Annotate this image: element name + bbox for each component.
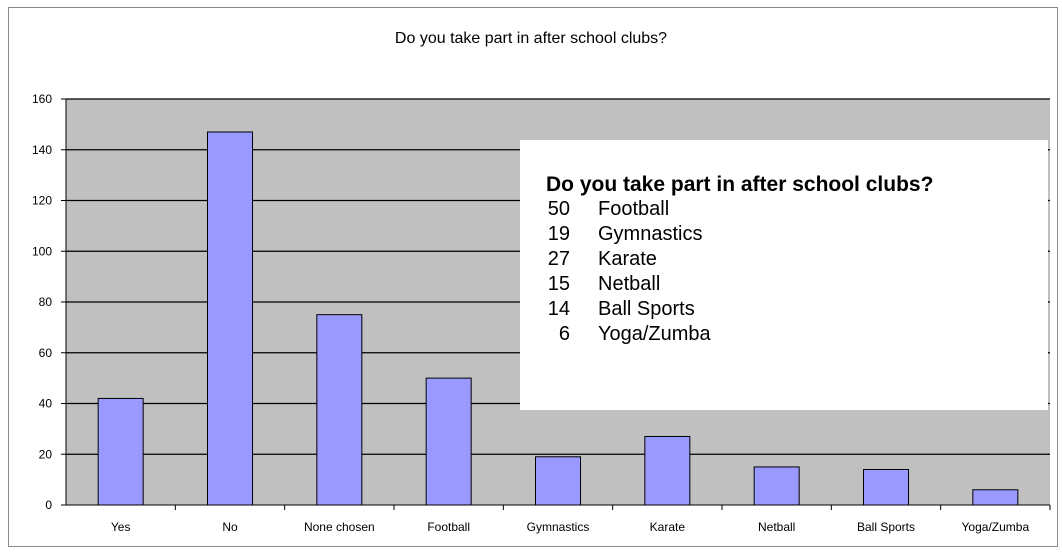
inset-row: 19 Gymnastics xyxy=(546,222,1048,247)
inset-count: 14 xyxy=(547,298,570,320)
inset-row: 27 Karate xyxy=(546,247,1048,272)
x-tick-label: Ball Sports xyxy=(857,520,915,534)
y-tick-label: 100 xyxy=(32,244,52,258)
y-tick-label: 120 xyxy=(32,194,52,208)
y-tick-label: 160 xyxy=(32,92,52,106)
x-tick-label: Football xyxy=(427,520,470,534)
x-tick-label: Yoga/Zumba xyxy=(962,520,1030,534)
bar xyxy=(97,397,144,506)
x-tick-label: Karate xyxy=(650,520,686,534)
inset-row: 14 Ball Sports xyxy=(546,297,1048,322)
y-tick-label: 80 xyxy=(39,295,53,309)
summary-inset: Do you take part in after school clubs? … xyxy=(520,140,1048,410)
inset-label: Football xyxy=(598,198,670,220)
x-tick-label: Netball xyxy=(758,520,795,534)
bar xyxy=(644,435,691,506)
y-tick-label: 140 xyxy=(32,143,52,157)
y-tick-label: 60 xyxy=(39,346,53,360)
y-tick-label: 40 xyxy=(39,397,53,411)
bar xyxy=(972,489,1019,506)
x-tick-label: No xyxy=(222,520,238,534)
y-tick-label: 20 xyxy=(39,447,53,461)
inset-count: 15 xyxy=(547,273,570,295)
x-tick-label: Gymnastics xyxy=(527,520,590,534)
inset-count: 6 xyxy=(558,323,570,345)
inset-label: Netball xyxy=(598,273,661,295)
inset-row: 6 Yoga/Zumba xyxy=(546,322,1048,347)
inset-count: 19 xyxy=(547,223,570,245)
inset-label: Yoga/Zumba xyxy=(598,323,711,345)
inset-row: 15 Netball xyxy=(546,272,1048,297)
y-tick-label: 0 xyxy=(45,498,52,512)
bar xyxy=(535,456,581,506)
bar xyxy=(753,466,800,506)
inset-title: Do you take part in after school clubs? xyxy=(546,173,934,196)
inset-label: Gymnastics xyxy=(598,223,703,245)
inset-count: 50 xyxy=(547,198,570,220)
bar xyxy=(863,468,909,506)
bar xyxy=(316,314,363,506)
bar xyxy=(207,131,253,506)
bar xyxy=(425,377,472,506)
inset-count: 27 xyxy=(547,248,570,270)
inset-row: 50 Football xyxy=(546,197,1048,222)
x-tick-label: Yes xyxy=(111,520,131,534)
inset-label: Karate xyxy=(598,248,657,270)
inset-label: Ball Sports xyxy=(598,298,695,320)
chart-title: Do you take part in after school clubs? xyxy=(394,30,668,47)
x-tick-label: None chosen xyxy=(304,520,375,534)
